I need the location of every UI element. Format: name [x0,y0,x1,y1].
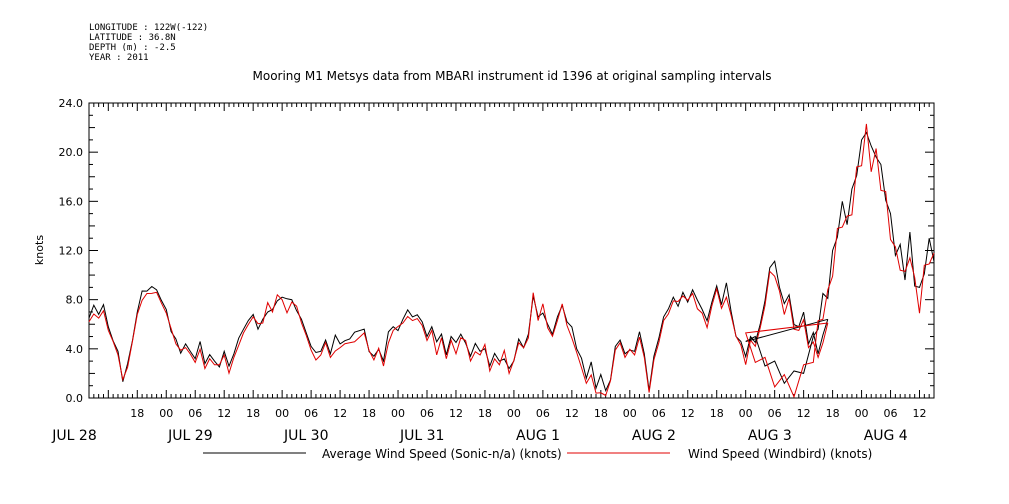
x-tick-label: 06 [420,407,434,420]
x-tick-label: 00 [159,407,173,420]
x-date-label: AUG 1 [516,428,560,444]
x-tick-label: 12 [449,407,463,420]
x-tick-label: 06 [536,407,550,420]
x-date-label: JUL 28 [51,428,96,444]
depth-text: DEPTH (m) : -2.5 [89,43,176,53]
y-tick-label: 4.0 [66,343,84,356]
latitude-text: LATITUDE : 36.8N [89,33,176,43]
x-tick-label: 00 [391,407,405,420]
y-axis-label: knots [33,235,46,265]
x-tick-label: 06 [884,407,898,420]
x-tick-label: 06 [652,407,666,420]
legend-label-windbird: Wind Speed (Windbird) (knots) [688,447,872,461]
y-tick-label: 24.0 [59,97,84,110]
x-tick-label: 00 [275,407,289,420]
x-date-label: AUG 3 [748,428,792,444]
series-line-windbird-tail [745,123,935,399]
x-tick-label: 12 [333,407,347,420]
x-tick-label: 00 [507,407,521,420]
x-tick-label: 18 [362,407,376,420]
series-line-average-tail [745,131,935,385]
y-tick-label: 8.0 [66,294,84,307]
x-tick-label: 00 [855,407,869,420]
x-tick-label: 18 [710,407,724,420]
x-tick-label: 00 [623,407,637,420]
header-metadata: LONGITUDE : 122W(-122) LATITUDE : 36.8N … [89,23,208,63]
series-line-average [88,259,829,393]
chart-title: Mooring M1 Metsys data from MBARI instru… [253,69,772,83]
year-text: YEAR : 2011 [89,53,149,63]
x-tick-label: 18 [594,407,608,420]
y-tick-label: 16.0 [59,195,84,208]
x-tick-label: 12 [797,407,811,420]
y-tick-label: 12.0 [59,245,84,258]
x-tick-label: 18 [478,407,492,420]
x-tick-label: 18 [826,407,840,420]
longitude-text: LONGITUDE : 122W(-122) [89,23,208,33]
y-tick-label: 20.0 [59,146,84,159]
x-date-label: AUG 4 [864,428,908,444]
legend: Average Wind Speed (Sonic-n/a) (knots) W… [203,447,872,461]
x-tick-label: 06 [304,407,318,420]
x-tick-label: 12 [913,407,927,420]
x-tick-label: 00 [739,407,753,420]
legend-label-average: Average Wind Speed (Sonic-n/a) (knots) [322,447,562,461]
series-group [88,123,935,399]
y-axis: 0.0 4.0 8.0 12.0 16.0 20.0 24.0 [59,97,934,405]
x-tick-label: 06 [188,407,202,420]
x-date-label: JUL 30 [283,428,328,444]
x-date-label: AUG 2 [632,428,676,444]
x-tick-label: 12 [565,407,579,420]
plot-frame [88,102,935,399]
y-tick-label: 0.0 [66,392,84,405]
x-tick-label: 06 [768,407,782,420]
x-axis: 18 00 06 12 18 00 06 12 18 00 06 12 18 00 06 12 18 00 06 12… [51,103,935,444]
series-line-windbird [88,270,829,397]
x-date-label: JUL 29 [167,428,212,444]
x-tick-label: 18 [130,407,144,420]
x-tick-label: 12 [681,407,695,420]
x-tick-label: 12 [217,407,231,420]
x-tick-label: 18 [246,407,260,420]
x-date-label: JUL 31 [399,428,444,444]
